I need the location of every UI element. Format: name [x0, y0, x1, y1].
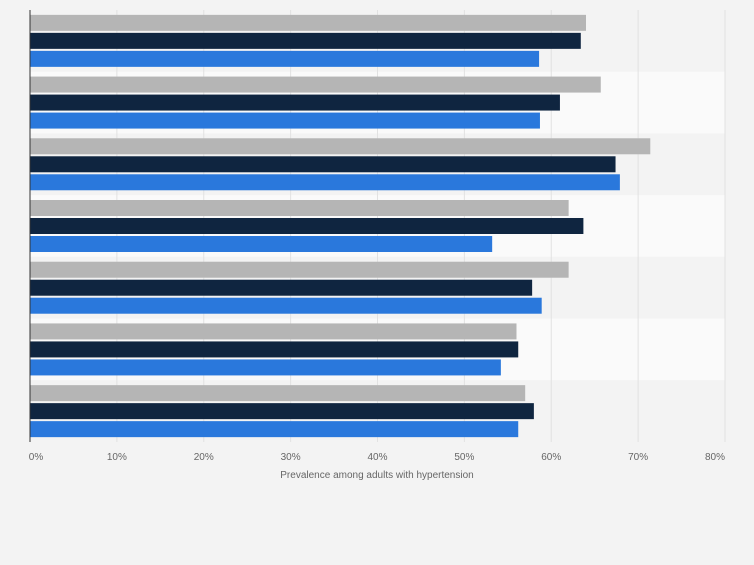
- bar: [30, 261, 569, 278]
- bar: [30, 297, 542, 314]
- bar: [30, 279, 533, 296]
- x-tick-label: 80%: [705, 452, 725, 463]
- bar: [30, 156, 616, 173]
- bar: [30, 218, 584, 234]
- bar: [30, 403, 534, 420]
- bar: [30, 236, 493, 252]
- bar: [30, 50, 540, 67]
- bar: [30, 385, 526, 402]
- x-tick-label: 60%: [541, 452, 561, 463]
- bar: [30, 32, 581, 49]
- x-tick-label: 0%: [29, 452, 44, 463]
- bar: [30, 174, 620, 191]
- bar: [30, 323, 517, 340]
- bar: [30, 341, 519, 358]
- x-tick-label: 10%: [107, 452, 127, 463]
- bar: [30, 138, 651, 155]
- bar: [30, 359, 501, 376]
- bar: [30, 94, 560, 111]
- bar: [30, 200, 569, 216]
- x-tick-label: 40%: [367, 452, 387, 463]
- bar: [30, 421, 519, 438]
- x-tick-label: 20%: [194, 452, 214, 463]
- bar: [30, 112, 540, 129]
- x-tick-label: 70%: [628, 452, 648, 463]
- bar: [30, 76, 601, 93]
- x-axis-label: Prevalence among adults with hypertensio…: [280, 470, 473, 481]
- bar: [30, 14, 586, 31]
- bars: [30, 14, 651, 438]
- x-tick-label: 50%: [454, 452, 474, 463]
- x-tick-label: 30%: [281, 452, 301, 463]
- x-tick-labels: 0% 10% 20% 30% 40% 50% 60% 70% 80%: [29, 452, 725, 463]
